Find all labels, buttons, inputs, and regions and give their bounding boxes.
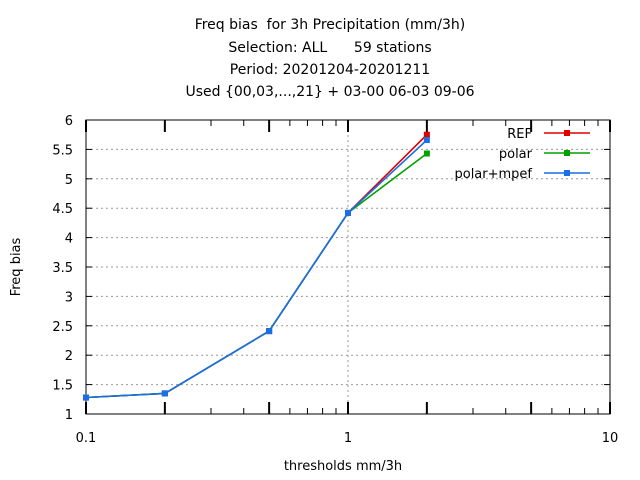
axis-ticks [85, 119, 611, 415]
chart-title: Freq bias for 3h Precipitation (mm/3h) [194, 17, 466, 33]
y-tick-label: 4 [65, 232, 73, 247]
legend-label: polar [499, 147, 533, 162]
y-tick-label: 1 [65, 408, 73, 423]
y-tick-label: 5 [65, 173, 73, 188]
legend-marker [564, 150, 570, 156]
series [83, 131, 430, 401]
data-point-REF [423, 131, 430, 138]
data-point-polar+mpef [161, 390, 168, 397]
y-tick-label: 5.5 [52, 143, 73, 158]
data-point-polar [423, 150, 430, 157]
legend: REF polar polar+mpef [454, 127, 590, 182]
x-tick-label: 10 [602, 431, 619, 446]
series-line-REF [85, 134, 428, 399]
data-point-polar+mpef [345, 209, 351, 216]
data-point-polar+mpef [266, 328, 273, 335]
legend-marker [564, 130, 570, 136]
y-tick-label: 3.5 [52, 261, 73, 276]
plot-frame [85, 119, 611, 415]
y-tick-label: 4.5 [52, 202, 73, 217]
legend-marker [564, 170, 570, 176]
chart-subtitle-used: Used {00,03,...,21} + 03-00 06-03 09-06 [185, 84, 475, 100]
legend-label: REF [507, 127, 532, 142]
x-axis-label: thresholds mm/3h [284, 459, 402, 474]
y-tick-label: 2 [65, 349, 73, 364]
y-tick-labels: 1 1.5 2 2.5 3 3.5 4 4.5 5 5.5 6 [52, 114, 73, 423]
chart-subtitle-selection: Selection: ALL 59 stations [228, 40, 432, 56]
chart-subtitle-period: Period: 20201204-20201211 [229, 62, 431, 78]
grid [86, 120, 610, 414]
data-point-polar+mpef [83, 394, 89, 401]
data-point-polar+mpef [423, 136, 430, 143]
x-tick-labels: 0.1 1 10 [76, 431, 619, 446]
y-tick-label: 2.5 [52, 320, 73, 335]
y-tick-label: 1.5 [52, 379, 73, 394]
y-tick-label: 6 [65, 114, 73, 129]
x-tick-label: 1 [344, 431, 352, 446]
y-tick-label: 3 [65, 290, 73, 305]
y-axis-label: Freq bias [9, 237, 24, 296]
x-tick-label: 0.1 [76, 431, 97, 446]
legend-label: polar+mpef [454, 167, 532, 182]
series-line-polar [85, 152, 428, 399]
